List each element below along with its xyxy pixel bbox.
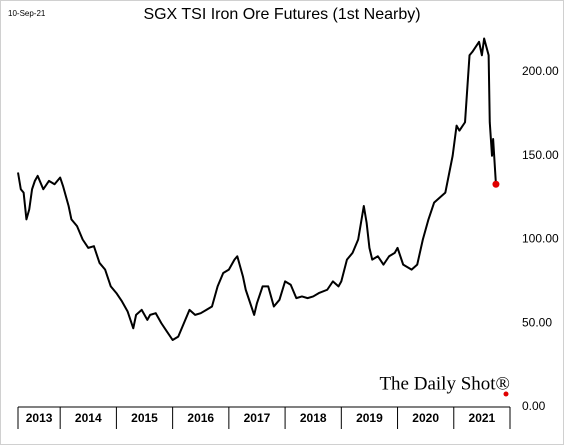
y-tick-label: 100.00 xyxy=(522,232,559,246)
x-tick-label: 2018 xyxy=(300,411,327,425)
series-line xyxy=(17,37,497,341)
x-tick-label: 2014 xyxy=(75,411,102,425)
chart-title: SGX TSI Iron Ore Futures (1st Nearby) xyxy=(143,6,420,23)
watermark: The Daily Shot® xyxy=(379,373,510,394)
y-tick-label: 150.00 xyxy=(522,148,559,162)
x-tick-label: 2021 xyxy=(469,411,496,425)
y-tick-label: 50.00 xyxy=(522,315,552,329)
x-tick-label: 2015 xyxy=(131,411,158,425)
x-tick-label: 2020 xyxy=(412,411,439,425)
y-tick-label: 0.00 xyxy=(522,399,546,413)
x-tick-label: 2016 xyxy=(187,411,214,425)
y-tick-label: 200.00 xyxy=(522,64,559,78)
last-point xyxy=(492,180,500,188)
date-label: 10-Sep-21 xyxy=(8,9,46,18)
x-tick-label: 2013 xyxy=(26,411,53,425)
watermark-dot xyxy=(503,391,509,397)
x-tick-label: 2017 xyxy=(244,411,271,425)
x-tick-label: 2019 xyxy=(356,411,383,425)
